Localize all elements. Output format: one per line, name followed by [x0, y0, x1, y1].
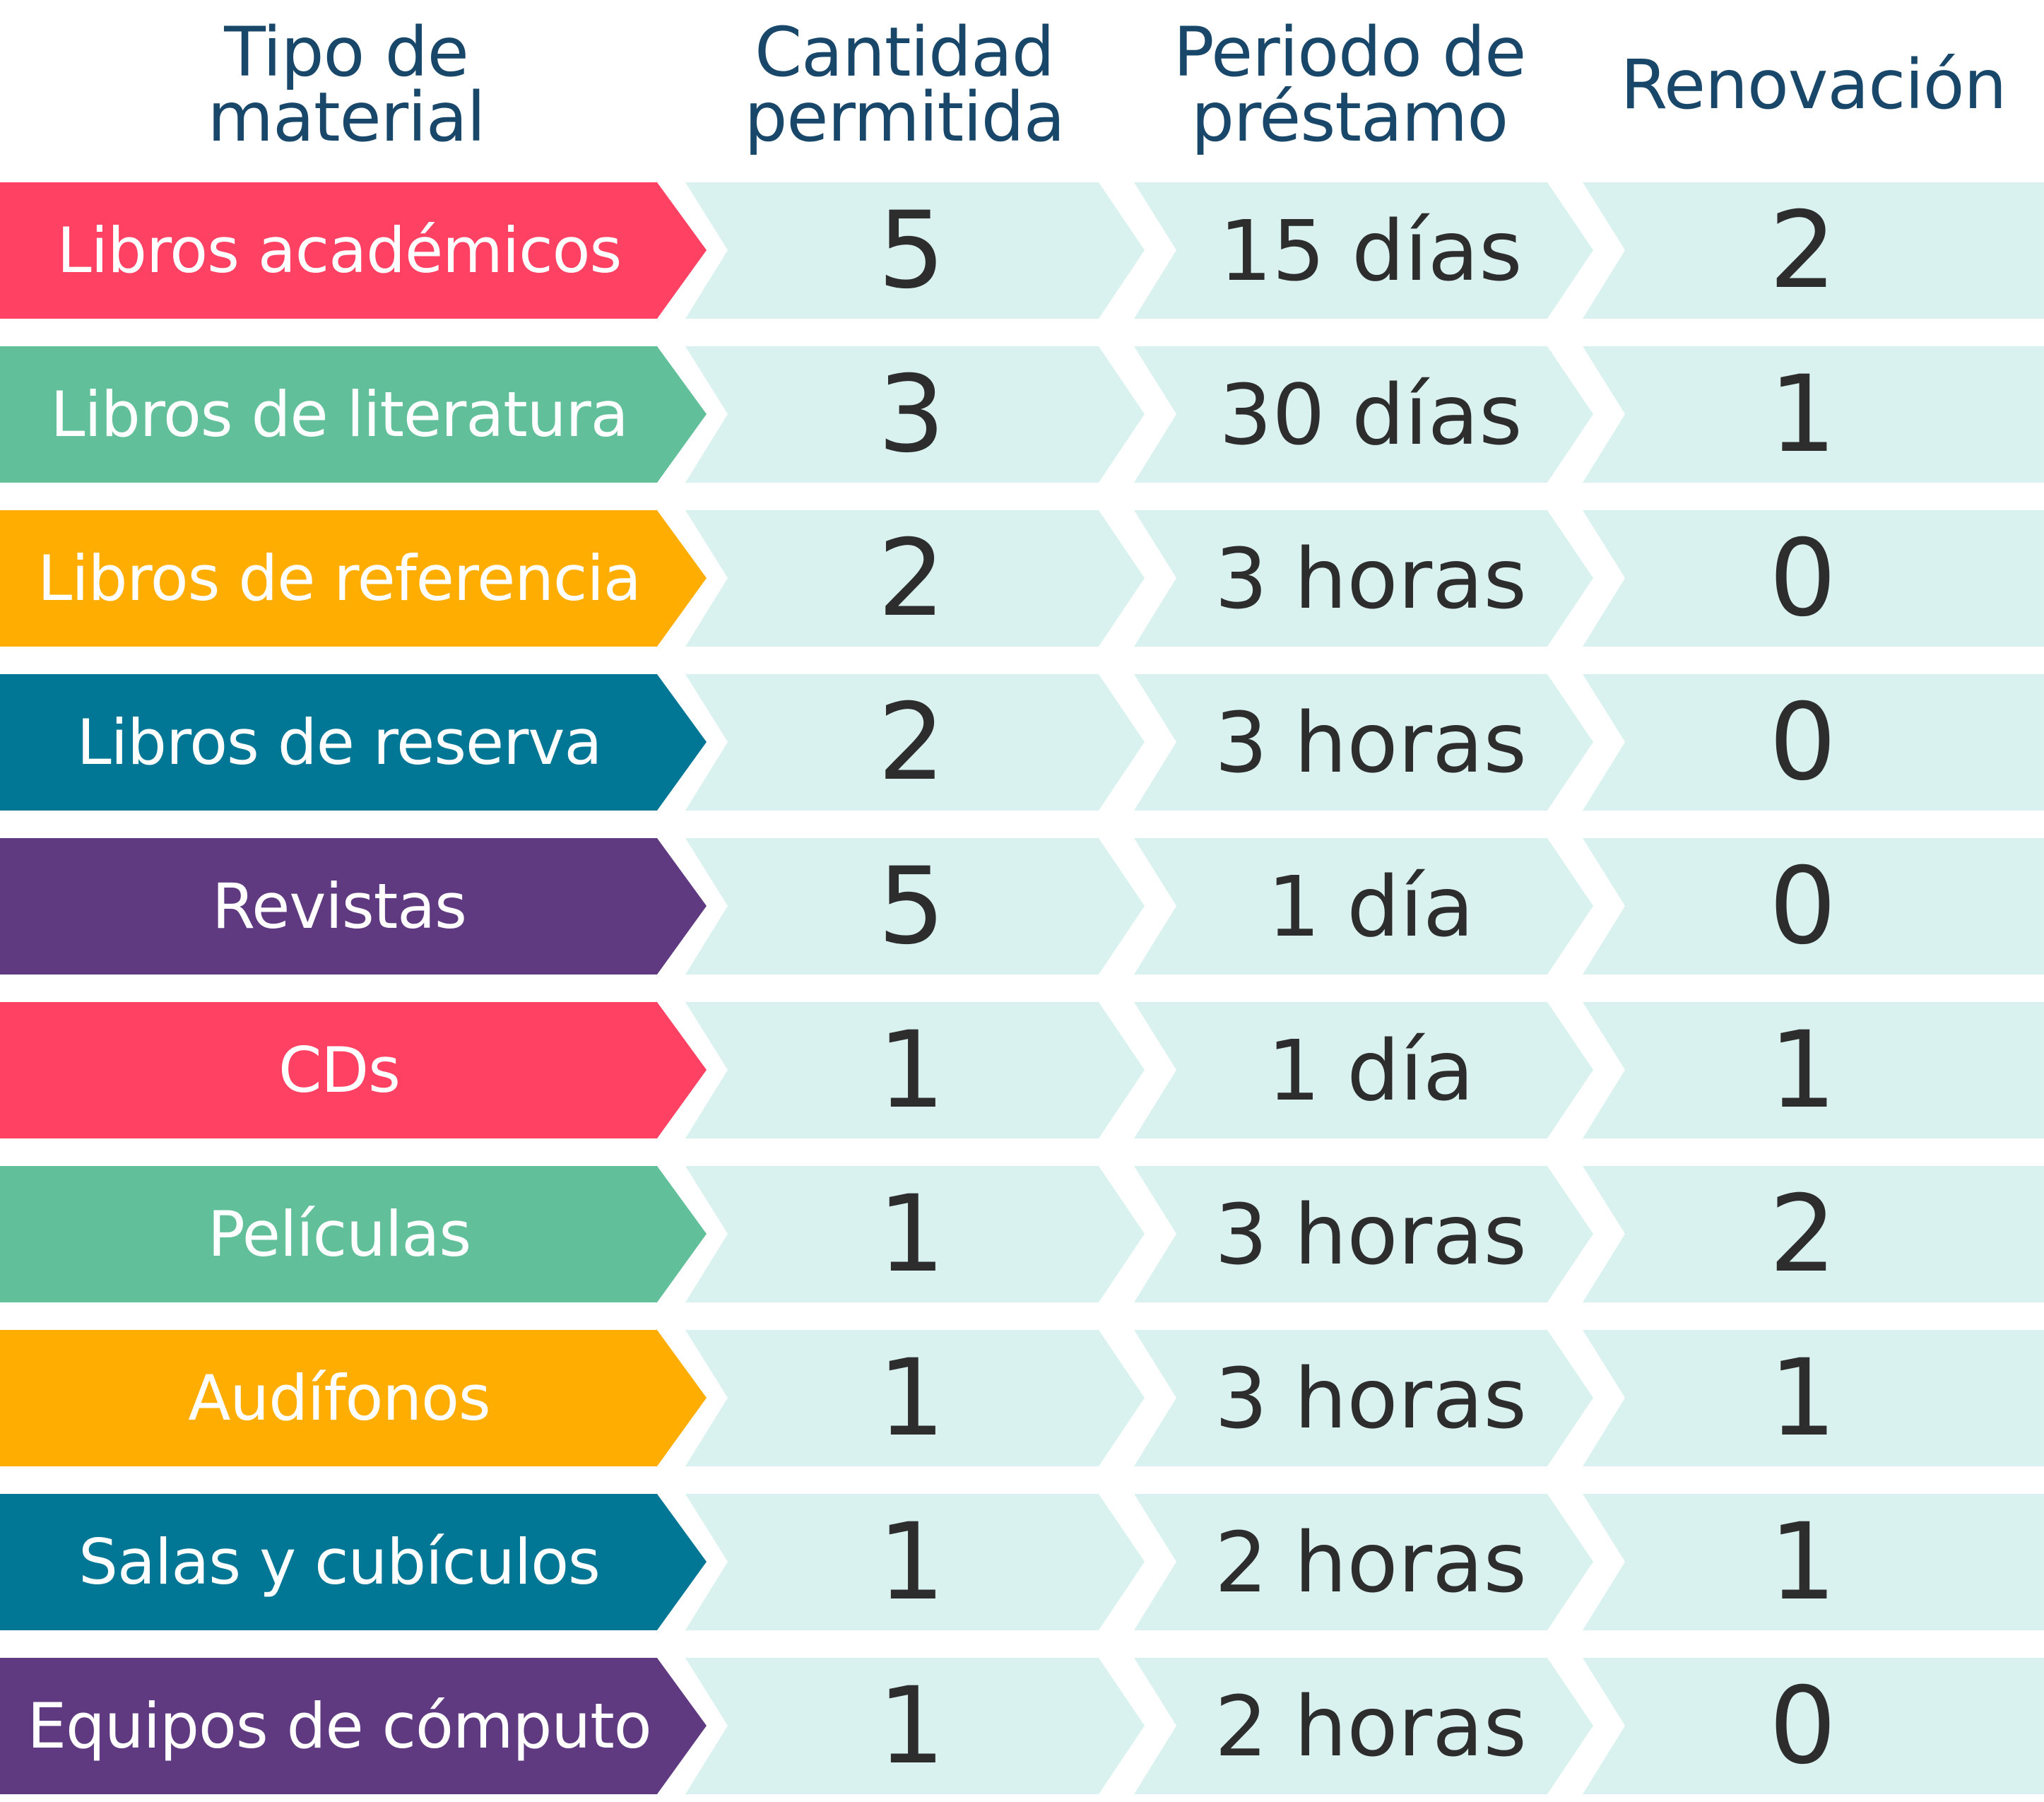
renewal-cell: 0 [1583, 510, 2044, 647]
renewal-value: 1 [1768, 353, 1837, 476]
material-type-label: Libros académicos [0, 182, 707, 319]
loan-period-cell: 2 horas [1134, 1494, 1593, 1630]
renewal-value: 0 [1768, 517, 1837, 640]
renewal-value: 1 [1768, 1336, 1837, 1460]
quantity-cell: 5 [685, 182, 1145, 319]
renewal-cell: 2 [1583, 182, 2044, 319]
table-row: 0 3 horas 2 Libros de referencia [0, 510, 2044, 647]
quantity-value: 5 [878, 189, 945, 312]
quantity-cell: 2 [685, 674, 1145, 811]
table-header: Tipo de material Cantidad permitida Peri… [0, 0, 2044, 177]
table-row: 1 1 día 1 CDs [0, 1002, 2044, 1138]
renewal-value: 0 [1768, 844, 1837, 968]
material-type-label: Libros de referencia [0, 510, 707, 647]
quantity-value: 2 [878, 517, 945, 640]
table-row: 1 2 horas 1 Salas y cubículos [0, 1494, 2044, 1630]
table-row: 0 1 día 5 Revistas [0, 838, 2044, 974]
renewal-cell: 0 [1583, 838, 2044, 974]
renewal-value: 2 [1768, 1172, 1837, 1296]
quantity-value: 2 [878, 681, 945, 804]
loan-period-value: 15 días [1219, 201, 1523, 300]
table-row: 1 30 días 3 Libros de literatura [0, 346, 2044, 483]
quantity-cell: 1 [685, 1494, 1145, 1630]
renewal-cell: 1 [1583, 1330, 2044, 1466]
loan-period-value: 1 día [1267, 1021, 1475, 1119]
loan-period-cell: 15 días [1134, 182, 1593, 319]
quantity-value: 3 [878, 353, 945, 476]
loan-period-value: 1 día [1267, 857, 1475, 955]
loan-period-cell: 1 día [1134, 838, 1593, 974]
loan-period-cell: 1 día [1134, 1002, 1593, 1138]
quantity-value: 1 [878, 1336, 945, 1460]
material-type-label: Salas y cubículos [0, 1494, 707, 1630]
header-quantity-allowed: Cantidad permitida [744, 13, 1065, 157]
quantity-cell: 1 [685, 1330, 1145, 1466]
loan-period-cell: 3 horas [1134, 674, 1593, 811]
loan-period-value: 2 horas [1215, 1677, 1527, 1775]
quantity-cell: 1 [685, 1166, 1145, 1302]
renewal-value: 1 [1768, 1500, 1837, 1624]
quantity-value: 1 [878, 1172, 945, 1296]
quantity-value: 1 [878, 1664, 945, 1788]
quantity-cell: 1 [685, 1002, 1145, 1138]
loan-period-cell: 3 horas [1134, 1166, 1593, 1302]
quantity-value: 1 [878, 1500, 945, 1624]
table-row: 2 15 días 5 Libros académicos [0, 182, 2044, 319]
loan-period-cell: 30 días [1134, 346, 1593, 483]
material-type-label: CDs [0, 1002, 707, 1138]
material-type-label: Libros de literatura [0, 346, 707, 483]
header-material-type: Tipo de material [207, 13, 486, 157]
quantity-cell: 2 [685, 510, 1145, 647]
material-type-label: Revistas [0, 838, 707, 974]
loan-period-cell: 2 horas [1134, 1658, 1593, 1794]
renewal-value: 0 [1768, 1664, 1837, 1788]
material-type-label: Equipos de cómputo [0, 1658, 707, 1794]
loan-period-value: 30 días [1219, 365, 1523, 464]
material-type-label: Películas [0, 1166, 707, 1302]
loan-period-cell: 3 horas [1134, 1330, 1593, 1466]
renewal-value: 1 [1768, 1008, 1837, 1132]
quantity-cell: 1 [685, 1658, 1145, 1794]
renewal-cell: 0 [1583, 1658, 2044, 1794]
quantity-value: 5 [878, 844, 945, 968]
loan-period-value: 3 horas [1215, 529, 1527, 628]
material-type-label: Audífonos [0, 1330, 707, 1466]
quantity-cell: 3 [685, 346, 1145, 483]
renewal-value: 0 [1768, 681, 1837, 804]
renewal-cell: 1 [1583, 1494, 2044, 1630]
renewal-cell: 2 [1583, 1166, 2044, 1302]
loan-period-value: 3 horas [1215, 1349, 1527, 1447]
renewal-cell: 0 [1583, 674, 2044, 811]
loan-period-value: 3 horas [1215, 693, 1527, 791]
header-loan-period: Periodo de préstamo [1173, 13, 1527, 157]
renewal-cell: 1 [1583, 1002, 2044, 1138]
renewal-cell: 1 [1583, 346, 2044, 483]
quantity-value: 1 [878, 1008, 945, 1132]
material-type-label: Libros de reserva [0, 674, 707, 811]
table-row: 0 2 horas 1 Equipos de cómputo [0, 1658, 2044, 1794]
loan-period-value: 2 horas [1215, 1513, 1527, 1611]
header-renewal: Renovación [1620, 45, 2007, 124]
table-row: 0 3 horas 2 Libros de reserva [0, 674, 2044, 811]
quantity-cell: 5 [685, 838, 1145, 974]
loan-period-value: 3 horas [1215, 1185, 1527, 1283]
table-row: 1 3 horas 1 Audífonos [0, 1330, 2044, 1466]
renewal-value: 2 [1768, 189, 1837, 312]
table-row: 2 3 horas 1 Películas [0, 1166, 2044, 1302]
loan-period-cell: 3 horas [1134, 510, 1593, 647]
